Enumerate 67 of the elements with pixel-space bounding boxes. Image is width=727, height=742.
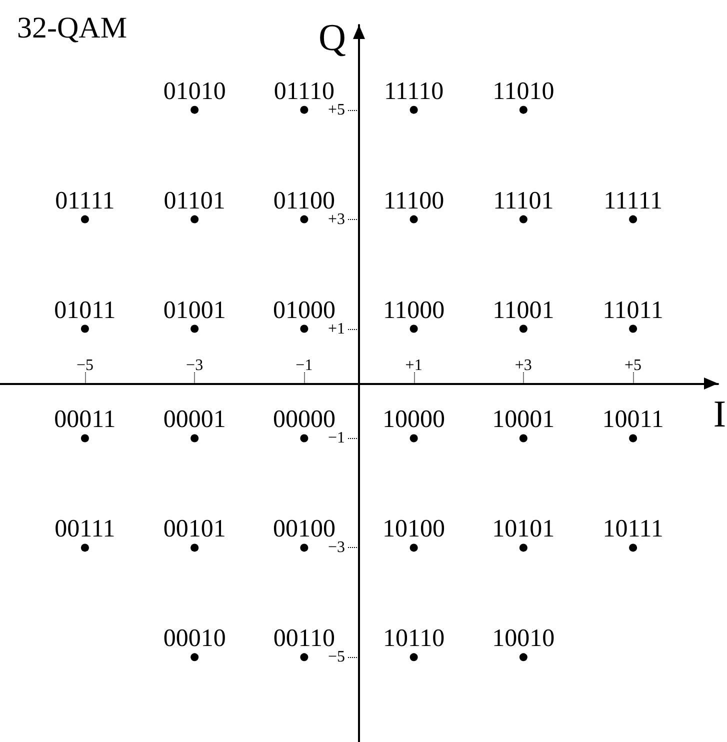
annotation: 10010 <box>492 625 555 652</box>
x-tick-label: −5 <box>76 357 94 374</box>
annotation: 11111 <box>604 187 662 214</box>
point <box>80 324 89 333</box>
x-tick-label: +5 <box>624 357 642 374</box>
annotation: 00111 <box>54 516 116 543</box>
annotation: 11101 <box>493 187 554 214</box>
annotation: 01111 <box>55 187 115 214</box>
annotation: 11110 <box>384 78 444 105</box>
point <box>190 434 199 442</box>
point <box>80 215 89 224</box>
annotation: 11011 <box>602 296 664 324</box>
point <box>80 544 89 552</box>
annotation: 01010 <box>163 78 226 105</box>
annotation: 00001 <box>163 406 226 434</box>
x-tick-label: −1 <box>296 357 313 374</box>
point <box>410 434 418 442</box>
annotation: 11001 <box>492 296 554 324</box>
point <box>80 434 89 442</box>
annotation: 01011 <box>54 296 116 324</box>
point <box>300 653 308 662</box>
annotation: 00010 <box>163 625 226 652</box>
annotation: 10011 <box>602 406 664 434</box>
point <box>300 544 308 552</box>
annotation: 01001 <box>163 296 226 324</box>
point <box>410 653 418 662</box>
point <box>629 544 638 552</box>
annotation: 00011 <box>54 406 116 434</box>
x-tick-label: −3 <box>186 357 204 374</box>
annotation: 11010 <box>492 78 554 105</box>
y-axis-title: Q <box>318 17 346 59</box>
point <box>629 215 638 224</box>
point <box>300 106 308 114</box>
point <box>190 653 199 662</box>
point <box>300 324 308 333</box>
point <box>519 106 528 114</box>
point <box>190 544 199 552</box>
point <box>190 106 199 114</box>
point <box>629 434 638 442</box>
annotation: 10111 <box>602 516 664 543</box>
point <box>190 324 199 333</box>
point <box>190 215 199 224</box>
point <box>519 434 528 442</box>
point <box>410 544 418 552</box>
annotation: 11100 <box>383 187 444 214</box>
point <box>410 106 418 114</box>
annotation: 11000 <box>383 296 445 324</box>
point <box>300 434 308 442</box>
annotation: 10101 <box>492 516 555 543</box>
point <box>519 324 528 333</box>
annotation: 10001 <box>492 406 555 434</box>
x-axis-title: I <box>713 394 726 436</box>
point <box>410 324 418 333</box>
point <box>519 653 528 662</box>
x-tick-label: +3 <box>514 357 532 374</box>
point <box>410 215 418 224</box>
annotation: 00101 <box>163 516 226 543</box>
point <box>300 215 308 224</box>
annotation: 01101 <box>164 187 226 214</box>
point <box>519 215 528 224</box>
annotation: 10110 <box>383 625 445 652</box>
chart-title: 32-QAM <box>17 12 127 44</box>
annotation: 10100 <box>382 516 446 543</box>
point <box>519 544 528 552</box>
x-tick-label: +1 <box>405 357 422 374</box>
point <box>629 324 638 333</box>
annotation: 10000 <box>382 406 446 434</box>
